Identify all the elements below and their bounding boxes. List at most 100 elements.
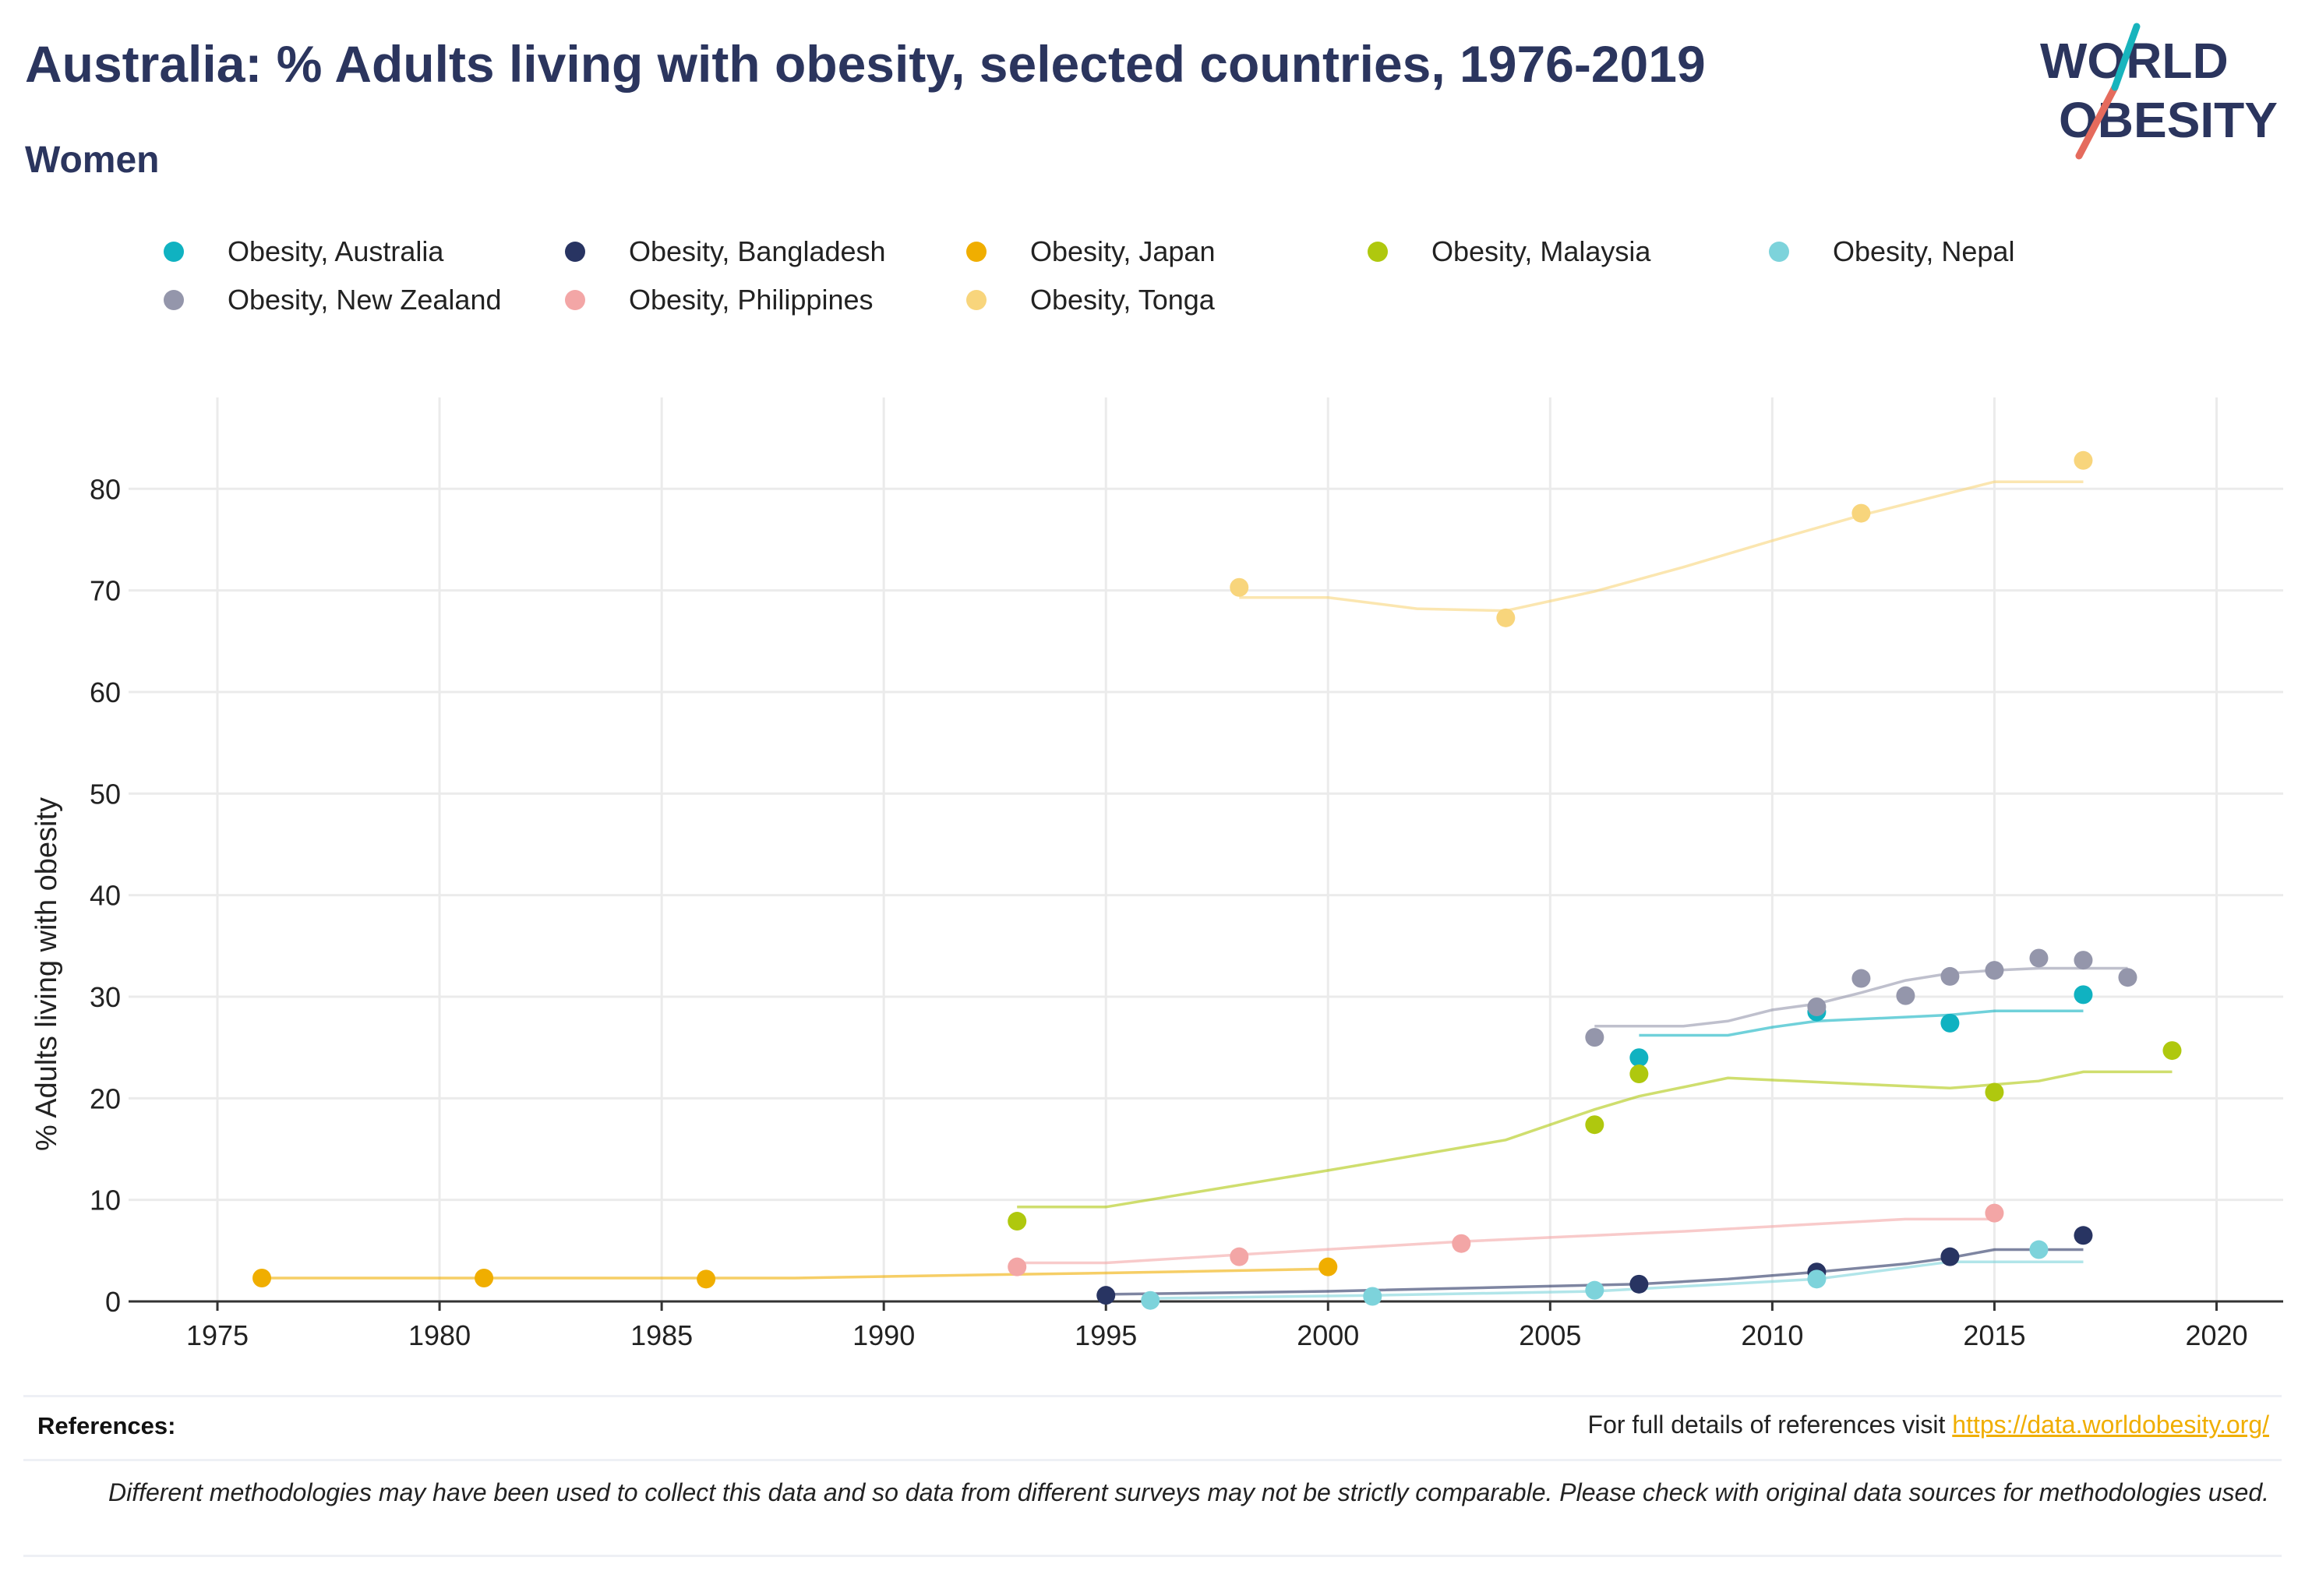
logo-slash-teal: [2111, 23, 2141, 91]
data-point-obesity-malaysia[interactable]: [2162, 1041, 2182, 1061]
legend-item[interactable]: Obesity, Nepal: [1761, 230, 2014, 274]
data-point-obesity-tonga[interactable]: [1230, 577, 1249, 597]
legend-marker: [164, 290, 184, 310]
legend-marker: [1368, 242, 1388, 262]
data-point-obesity-new-zealand[interactable]: [1896, 986, 1915, 1005]
data-point-obesity-new-zealand[interactable]: [1585, 1028, 1604, 1047]
x-tick-label: 2010: [1741, 1319, 1803, 1351]
trend-line-obesity-australia: [1639, 1009, 2084, 1037]
trend-line-obesity-malaysia: [1017, 1070, 2173, 1209]
x-tick-label: 1995: [1075, 1319, 1137, 1351]
data-point-obesity-nepal[interactable]: [1585, 1280, 1604, 1300]
references-label: References:: [37, 1412, 176, 1439]
legend-item[interactable]: Obesity, Bangladesh: [557, 230, 886, 274]
data-point-obesity-nepal[interactable]: [1807, 1269, 1827, 1289]
trend-line-obesity-nepal: [1150, 1260, 2084, 1300]
data-point-obesity-philippines[interactable]: [1985, 1203, 2004, 1223]
legend-marker: [1769, 242, 1789, 262]
data-point-obesity-australia[interactable]: [1940, 1013, 1960, 1033]
data-point-obesity-malaysia[interactable]: [1985, 1082, 2004, 1102]
legend-label: Obesity, Philippines: [629, 284, 874, 316]
footer-divider-middle: [23, 1459, 2282, 1461]
legend-label: Obesity, New Zealand: [228, 284, 502, 316]
y-tick-label: 70: [90, 575, 121, 607]
data-point-obesity-new-zealand[interactable]: [2118, 968, 2137, 987]
legend-item[interactable]: Obesity, Australia: [156, 230, 443, 274]
chart-legend: Obesity, Australia Obesity, Bangladesh Obe…: [156, 230, 2151, 331]
data-point-obesity-malaysia[interactable]: [1008, 1212, 1027, 1231]
trend-line-obesity-bangladesh: [1106, 1248, 2084, 1296]
data-point-obesity-new-zealand[interactable]: [2029, 948, 2049, 968]
legend-item[interactable]: Obesity, Tonga: [958, 278, 1215, 322]
legend-marker: [565, 242, 585, 262]
y-tick-label: 30: [90, 981, 121, 1013]
legend-item[interactable]: Obesity, Japan: [958, 230, 1215, 274]
legend-label: Obesity, Malaysia: [1431, 235, 1651, 267]
data-point-obesity-bangladesh[interactable]: [2074, 1226, 2093, 1245]
data-point-obesity-australia[interactable]: [2074, 985, 2093, 1005]
y-tick-label: 60: [90, 676, 121, 708]
footer-divider-bottom: [23, 1555, 2282, 1557]
legend-item[interactable]: Obesity, Philippines: [557, 278, 874, 322]
x-tick-label: 1985: [630, 1319, 693, 1351]
data-point-obesity-tonga[interactable]: [2074, 450, 2093, 470]
references-link[interactable]: https://data.worldobesity.org/: [1952, 1411, 2269, 1439]
y-tick-label: 10: [90, 1185, 121, 1216]
data-point-obesity-bangladesh[interactable]: [1629, 1274, 1649, 1294]
y-tick-label: 80: [90, 473, 121, 505]
legend-label: Obesity, Japan: [1030, 235, 1216, 267]
data-point-obesity-tonga[interactable]: [1851, 503, 1871, 523]
trend-line-obesity-tonga: [1239, 480, 2084, 613]
y-tick-label: 0: [105, 1286, 121, 1318]
x-tick-label: 1990: [852, 1319, 915, 1351]
data-point-obesity-new-zealand[interactable]: [1940, 966, 1960, 986]
logo-slash-red: [2075, 83, 2119, 160]
data-point-obesity-philippines[interactable]: [1008, 1257, 1027, 1276]
legend-label: Obesity, Bangladesh: [629, 235, 886, 267]
chart-title: Australia: % Adults living with obesity,…: [25, 35, 1706, 93]
x-tick-label: 1975: [186, 1319, 249, 1351]
data-point-obesity-japan[interactable]: [252, 1269, 272, 1288]
trend-line-obesity-new-zealand: [1594, 966, 2128, 1028]
x-tick-label: 2015: [1963, 1319, 2025, 1351]
x-tick-label: 2000: [1297, 1319, 1359, 1351]
trend-line-obesity-japan: [262, 1267, 1329, 1280]
data-point-obesity-nepal[interactable]: [2029, 1240, 2049, 1259]
data-point-obesity-bangladesh[interactable]: [1096, 1286, 1116, 1305]
data-point-obesity-philippines[interactable]: [1452, 1234, 1471, 1253]
data-point-obesity-australia[interactable]: [1629, 1048, 1649, 1068]
data-point-obesity-bangladesh[interactable]: [1940, 1247, 1960, 1266]
x-tick-label: 2005: [1519, 1319, 1581, 1351]
data-point-obesity-japan[interactable]: [1318, 1257, 1338, 1276]
data-point-obesity-new-zealand[interactable]: [1851, 969, 1871, 988]
legend-item[interactable]: Obesity, Malaysia: [1360, 230, 1650, 274]
legend-label: Obesity, Nepal: [1833, 235, 2015, 267]
chart-plot: 1975 1980 1985 1990 1995 2000 2005 2010 2015 2020…: [30, 397, 2283, 1351]
data-point-obesity-new-zealand[interactable]: [1985, 961, 2004, 980]
data-points: [252, 450, 2182, 1310]
data-point-obesity-malaysia[interactable]: [1585, 1115, 1604, 1135]
legend-marker: [565, 290, 585, 310]
references-prefix: For full details of references visit: [1587, 1411, 1953, 1439]
y-tick-label: 20: [90, 1082, 121, 1114]
x-tick-label: 2020: [2185, 1319, 2247, 1351]
references-text: For full details of references visit htt…: [1588, 1411, 2269, 1439]
legend-item[interactable]: Obesity, New Zealand: [156, 278, 502, 322]
data-point-obesity-new-zealand[interactable]: [2074, 951, 2093, 970]
data-point-obesity-malaysia[interactable]: [1629, 1065, 1649, 1084]
x-tick-label: 1980: [408, 1319, 471, 1351]
legend-marker: [164, 242, 184, 262]
data-point-obesity-nepal[interactable]: [1363, 1287, 1382, 1306]
chart-subtitle: Women: [25, 139, 160, 181]
data-point-obesity-tonga[interactable]: [1496, 608, 1516, 627]
data-point-obesity-nepal[interactable]: [1141, 1291, 1160, 1310]
methodology-disclaimer: Different methodologies may have been us…: [108, 1478, 2269, 1506]
legend-marker: [966, 290, 987, 310]
data-point-obesity-japan[interactable]: [697, 1269, 716, 1289]
data-point-obesity-japan[interactable]: [475, 1269, 494, 1288]
data-point-obesity-new-zealand[interactable]: [1807, 998, 1827, 1017]
logo-line2: OBESITY: [2059, 92, 2278, 148]
data-point-obesity-philippines[interactable]: [1230, 1247, 1249, 1266]
world-obesity-logo: WORLD OBESITY: [2040, 23, 2278, 160]
trend-lines: [262, 480, 2173, 1300]
